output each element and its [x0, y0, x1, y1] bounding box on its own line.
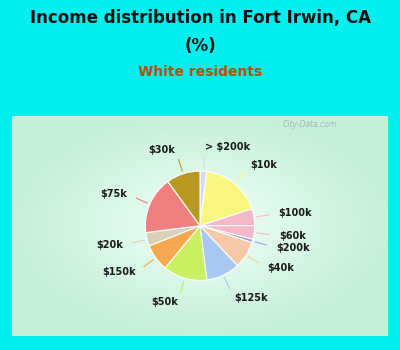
Text: $200k: $200k — [276, 243, 310, 253]
Text: City-Data.com: City-Data.com — [282, 120, 337, 129]
Text: $100k: $100k — [278, 208, 312, 218]
Text: $10k: $10k — [250, 160, 278, 170]
Wedge shape — [168, 171, 200, 226]
Text: $40k: $40k — [267, 263, 294, 273]
Text: Income distribution in Fort Irwin, CA: Income distribution in Fort Irwin, CA — [30, 9, 370, 27]
Text: > $200k: > $200k — [205, 141, 250, 152]
Wedge shape — [200, 226, 252, 266]
Wedge shape — [149, 226, 200, 268]
Wedge shape — [200, 226, 253, 243]
Text: $60k: $60k — [279, 231, 306, 241]
Text: White residents: White residents — [138, 65, 262, 79]
Wedge shape — [200, 172, 252, 226]
Text: $50k: $50k — [151, 297, 178, 307]
Text: $75k: $75k — [100, 189, 127, 199]
Wedge shape — [200, 226, 255, 239]
Wedge shape — [145, 182, 200, 233]
Text: (%): (%) — [184, 37, 216, 55]
Text: $20k: $20k — [96, 240, 123, 251]
Wedge shape — [165, 226, 207, 280]
Text: $125k: $125k — [234, 293, 268, 303]
Wedge shape — [200, 171, 207, 226]
Wedge shape — [200, 226, 238, 280]
Text: $150k: $150k — [102, 267, 136, 278]
Wedge shape — [146, 226, 200, 246]
Wedge shape — [200, 209, 255, 226]
Text: $30k: $30k — [148, 145, 176, 155]
